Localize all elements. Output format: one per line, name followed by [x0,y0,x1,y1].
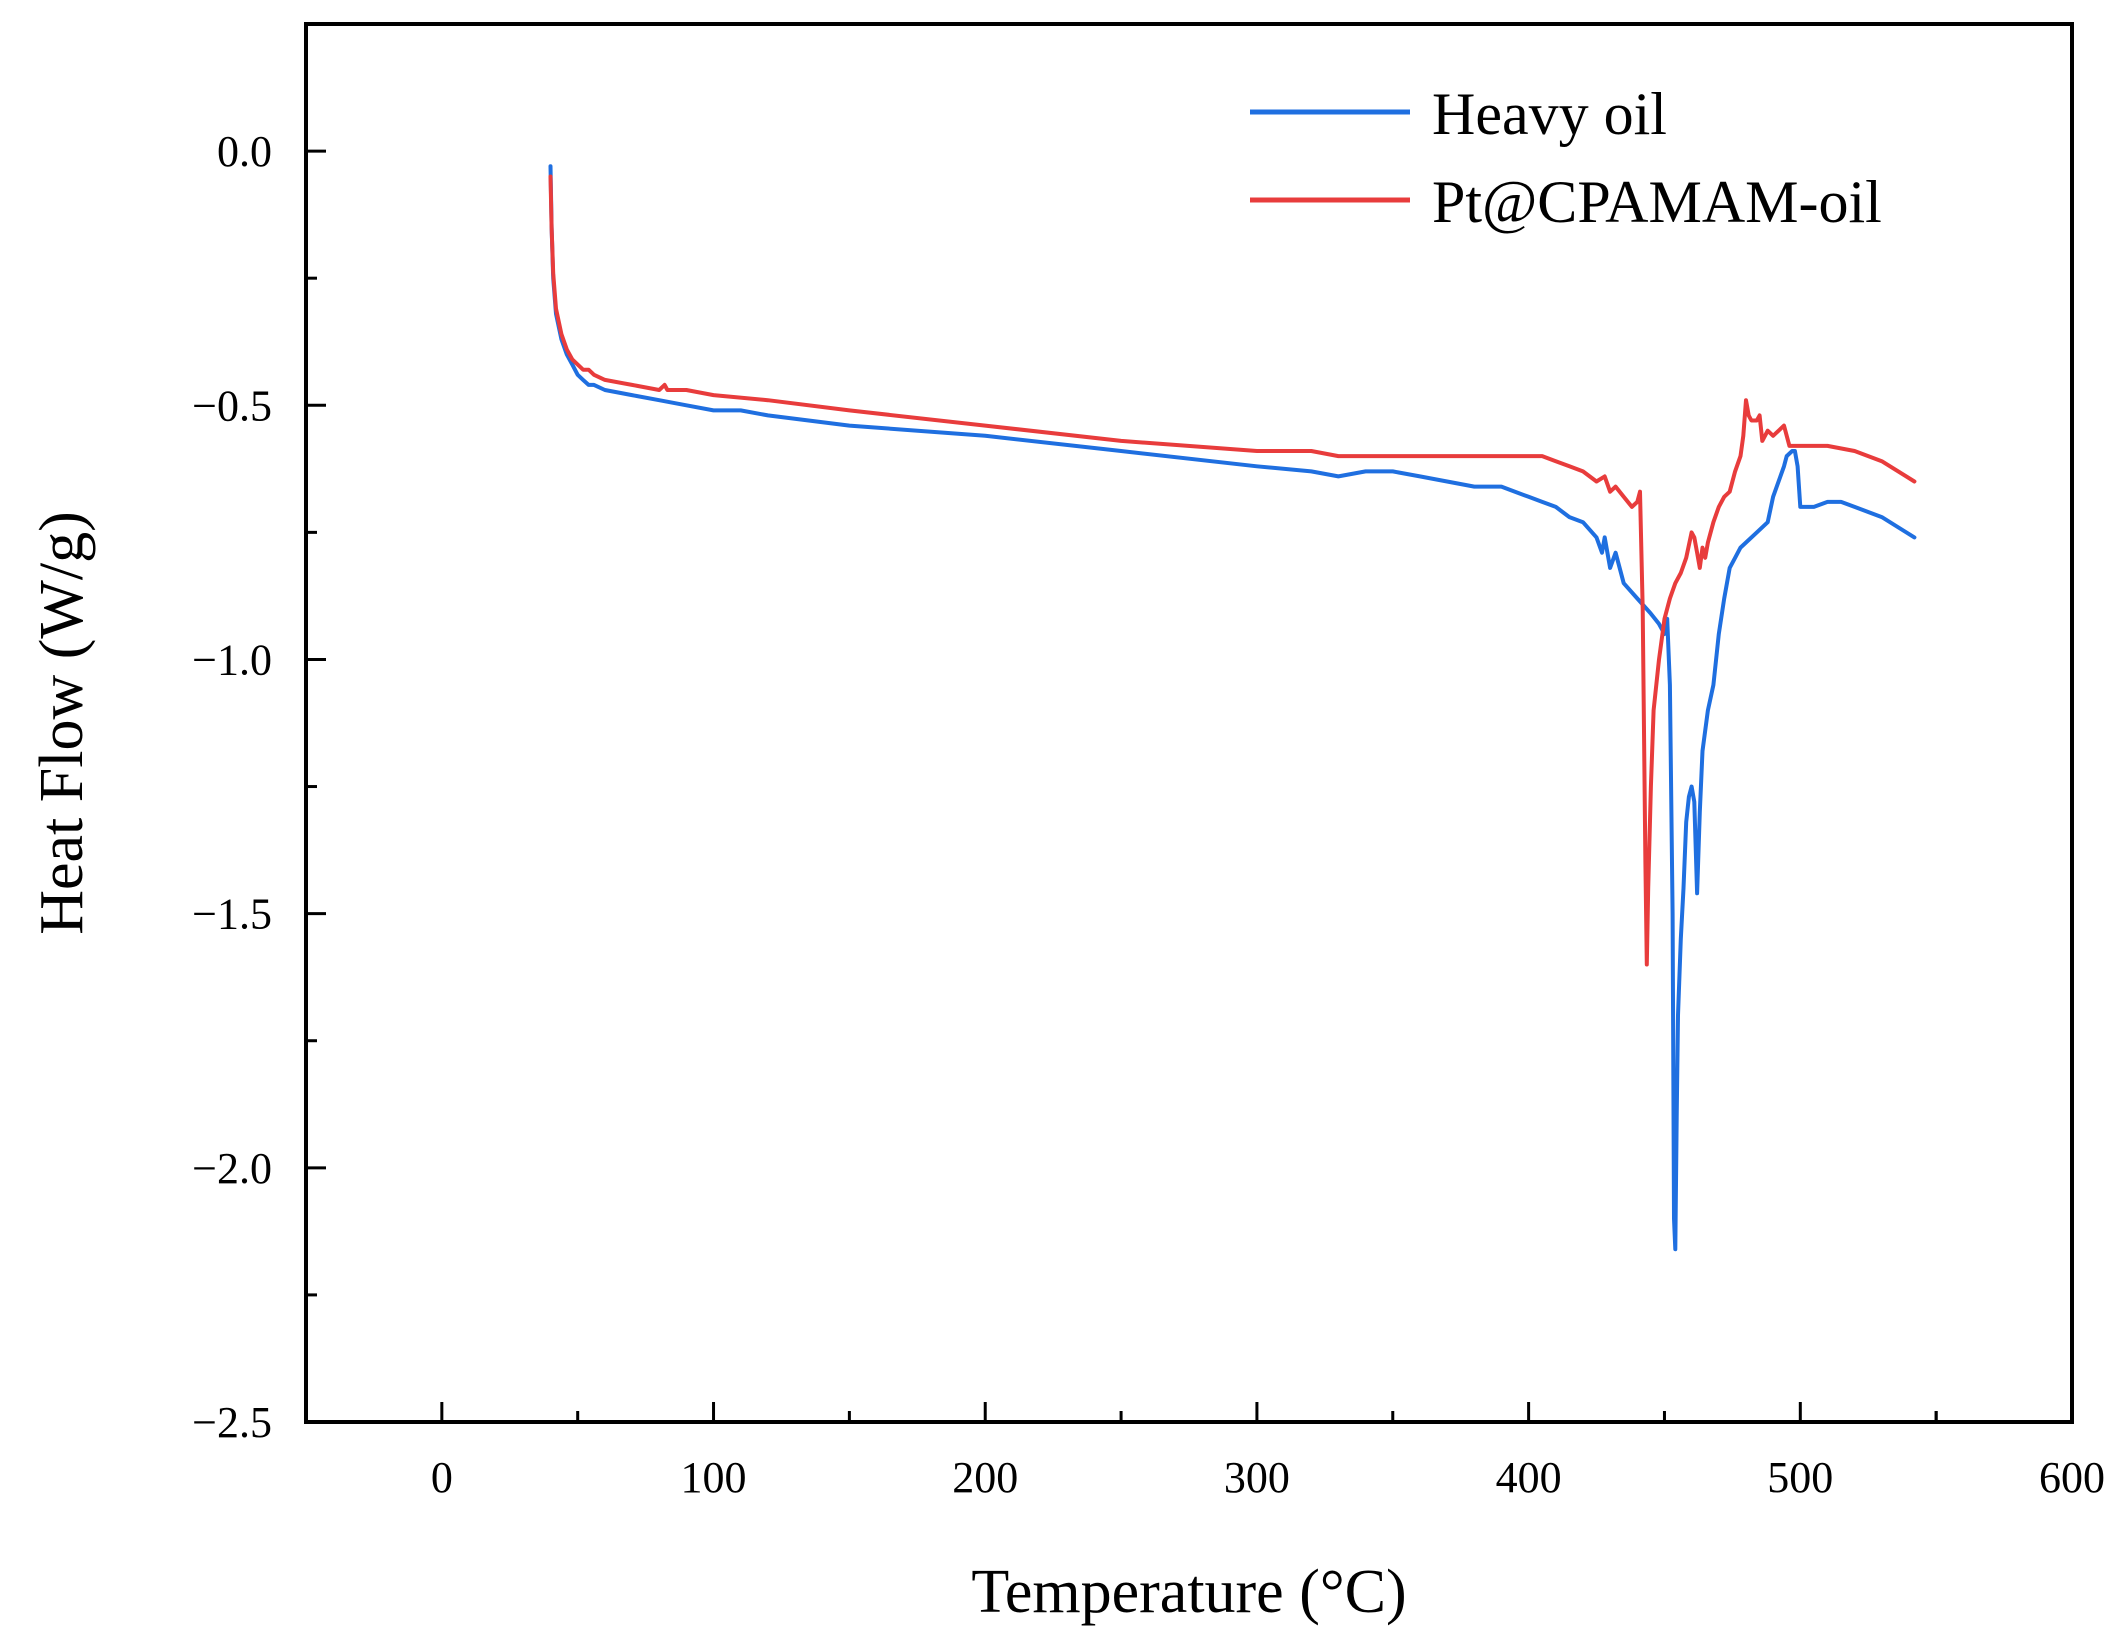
x-tick-label: 300 [1224,1453,1290,1502]
x-axis-ticks: 0 100 200 300 400 500 600 [431,1402,2105,1502]
plot-frame [304,22,2074,1424]
y-tick-label: −2.5 [192,1398,272,1447]
x-tick-label: 500 [1767,1453,1833,1502]
legend-label-heavy-oil: Heavy oil [1432,81,1667,147]
x-tick-label: 400 [1496,1453,1562,1502]
x-tick-label: 600 [2039,1453,2105,1502]
x-tick-label: 100 [681,1453,747,1502]
y-axis-title: Heat Flow (W/g) [28,511,96,935]
y-tick-label: −0.5 [192,381,272,430]
x-axis-title: Temperature (°C) [971,1558,1406,1626]
series-line-pt-cpamam-oil [548,174,1917,967]
y-tick-label: −1.0 [192,635,272,684]
x-tick-label: 200 [952,1453,1018,1502]
x-tick-label: 0 [431,1453,453,1502]
y-axis-ticks: 0.0 −0.5 −1.0 −1.5 −2.0 −2.5 [192,127,326,1447]
legend: Heavy oil Pt@CPAMAM-oil [1250,81,1882,235]
y-tick-label: −1.5 [192,890,272,939]
series-line-heavy-oil [548,164,1917,1252]
y-tick-label: −2.0 [192,1144,272,1193]
y-tick-label: 0.0 [217,127,272,176]
series-layer [548,164,1917,1252]
legend-label-pt-cpamam-oil: Pt@CPAMAM-oil [1432,169,1882,235]
